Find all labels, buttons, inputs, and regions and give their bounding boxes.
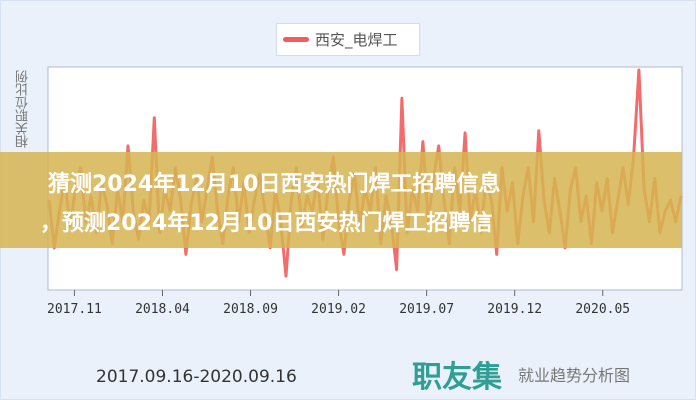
headline-line-2: ，预测2024年12月10日西安热门焊工招聘信 [40,211,493,236]
logo: 职友集 [412,360,502,395]
x-tick-label: 2018.09 [223,302,278,317]
x-axis: 2017.11 2018.04 2018.09 2019.02 2019.07 2019.… [47,290,630,317]
x-tick-label: 2020.05 [575,302,630,317]
date-range: 2017.09.16-2020.09.16 [96,367,297,387]
x-tick-label: 2017.11 [47,302,102,317]
y-axis-label: 相关职位比例 [16,70,31,148]
x-tick-label: 2019.07 [399,302,454,317]
headline-line-1: 猜测2024年12月10日西安热门焊工招聘信息 [48,172,501,197]
x-tick-label: 2018.04 [135,302,190,317]
logo-subtitle: 就业趋势分析图 [518,366,631,385]
legend-label: 西安_电焊工 [315,31,398,49]
legend-swatch [283,37,309,42]
headline-banner: 猜测2024年12月10日西安热门焊工招聘信息 ，预测2024年12月10日西安… [0,152,682,248]
x-tick-label: 2019.12 [487,302,542,317]
legend: 西安_电焊工 [276,23,420,56]
x-tick-label: 2019.02 [311,302,366,317]
